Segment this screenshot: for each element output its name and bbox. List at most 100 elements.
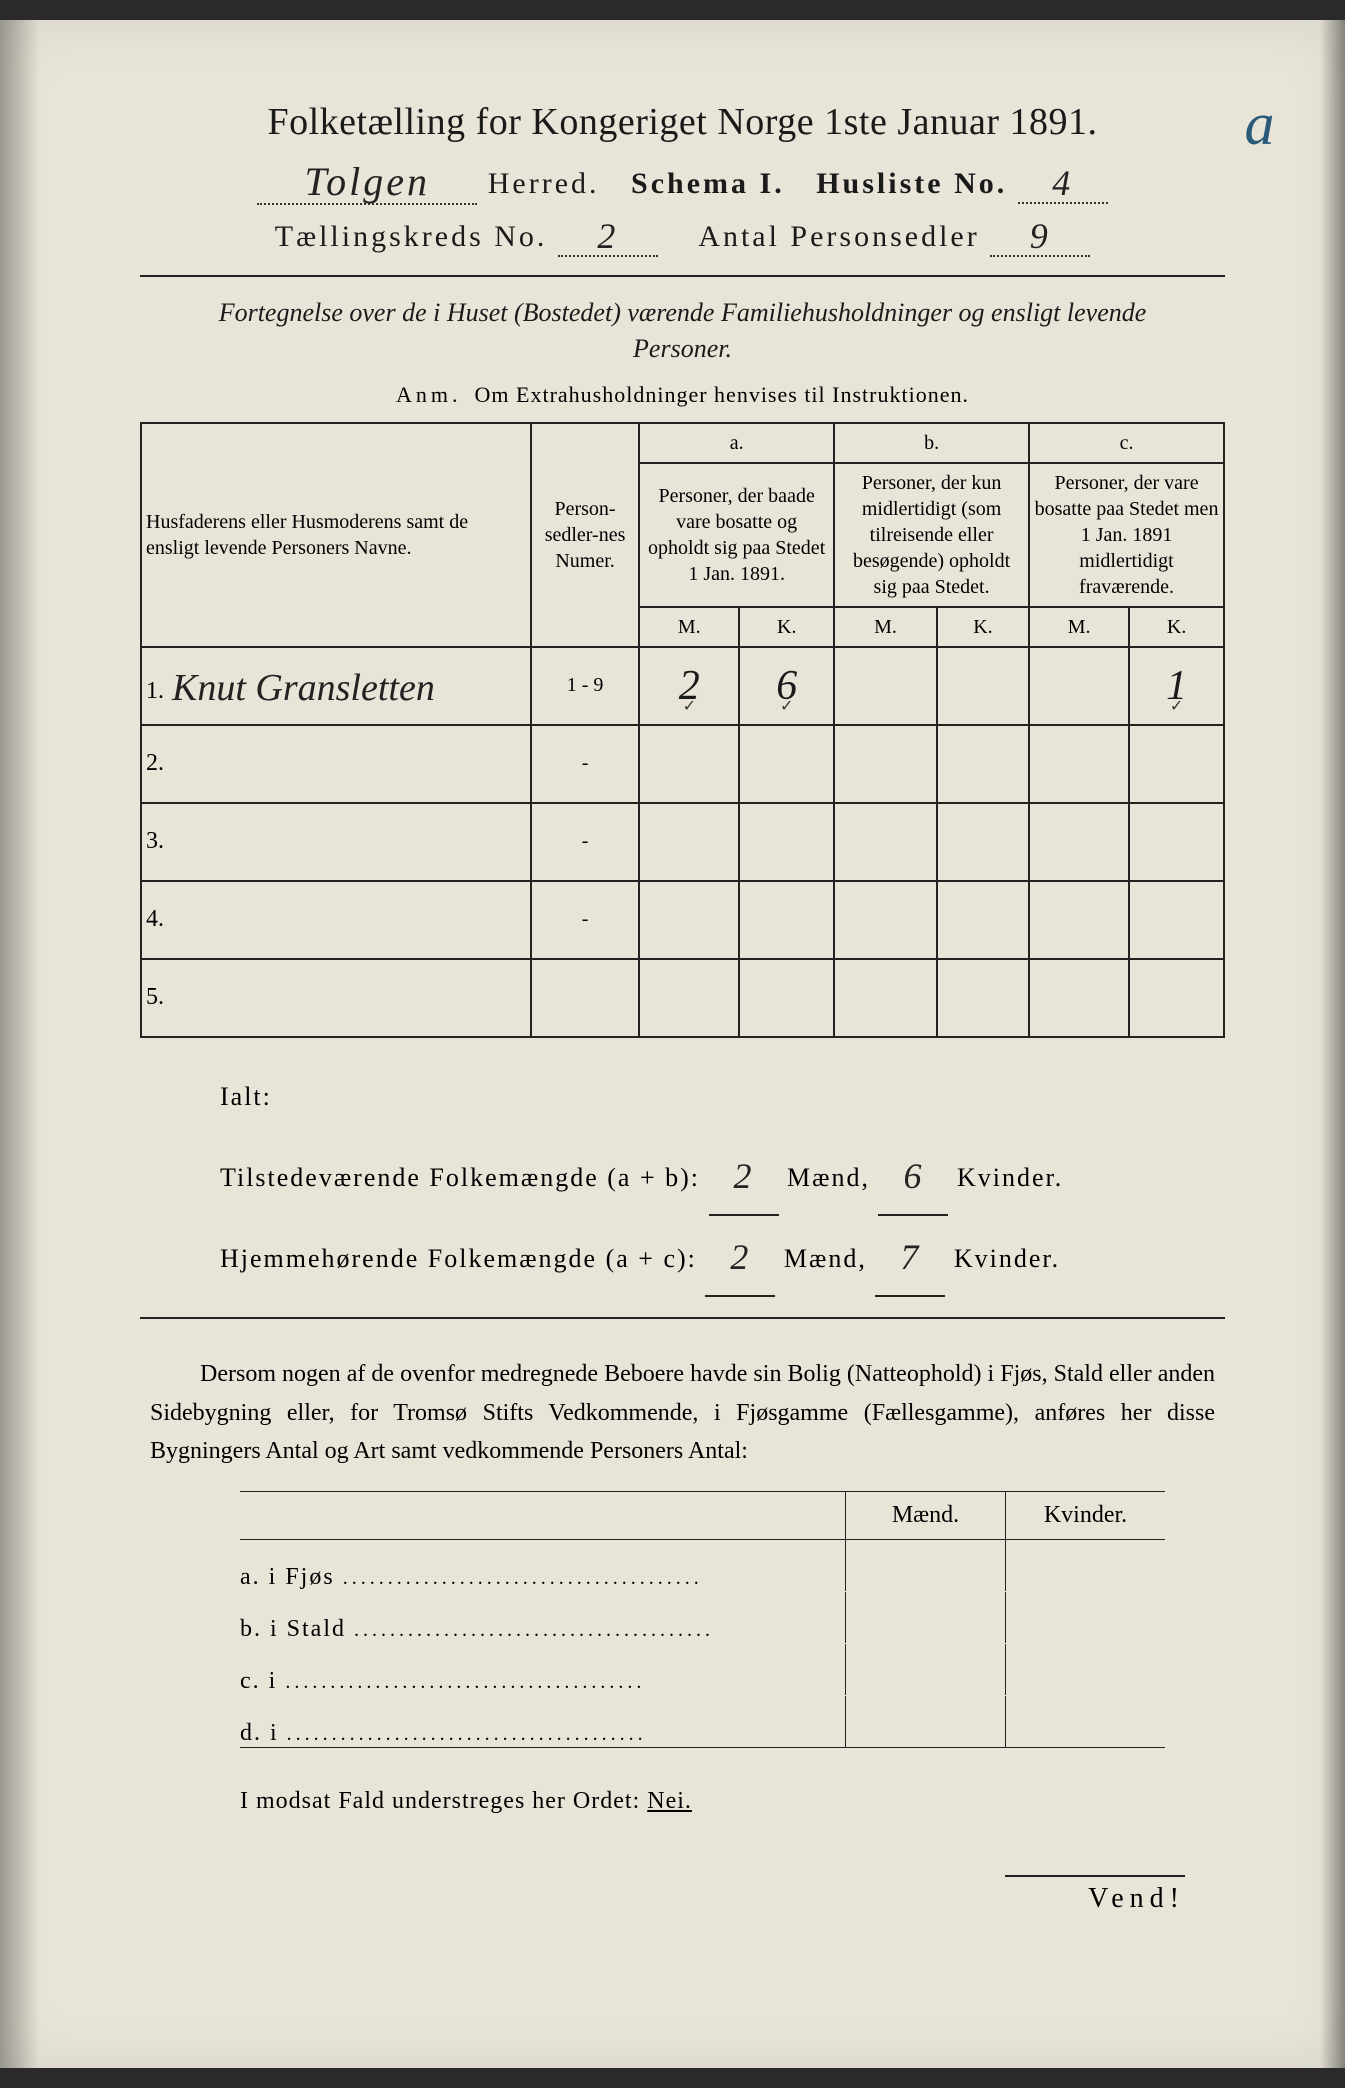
row-cell-cm bbox=[1029, 803, 1129, 881]
col-a-k: K. bbox=[739, 607, 834, 647]
col-a-text: Personer, der baade vare bosatte og opho… bbox=[639, 463, 834, 607]
subtitle: Fortegnelse over de i Huset (Bostedet) v… bbox=[180, 295, 1185, 368]
row-cell-am bbox=[639, 881, 739, 959]
nei-text: I modsat Fald understreges her Ordet: bbox=[240, 1788, 640, 1814]
col-b-m: M. bbox=[834, 607, 937, 647]
ialt-line1-m: 2 bbox=[734, 1156, 754, 1196]
row-cell-bm bbox=[834, 959, 937, 1037]
row-cell-numer: 1 - 9 bbox=[531, 647, 639, 725]
row-cell-ck bbox=[1129, 959, 1224, 1037]
col-numer-header: Person-sedler-nes Numer. bbox=[531, 423, 639, 647]
annotation-mark: a bbox=[1245, 90, 1276, 159]
antal-label: Antal Personsedler bbox=[698, 220, 979, 253]
page-title: Folketælling for Kongeriget Norge 1ste J… bbox=[140, 100, 1225, 144]
row-name-cell: 3. bbox=[141, 803, 531, 881]
row-cell-ck bbox=[1129, 803, 1224, 881]
building-row: c. i ...................................… bbox=[240, 1644, 1165, 1696]
kreds-label: Tællingskreds No. bbox=[275, 220, 548, 253]
husliste-value: 4 bbox=[1052, 163, 1073, 203]
ialt-line2-m: 2 bbox=[730, 1237, 750, 1277]
building-kvinder-cell bbox=[1005, 1696, 1165, 1747]
row-cell-numer: - bbox=[531, 803, 639, 881]
row-cell-bk bbox=[937, 803, 1029, 881]
table-row: 3.- bbox=[141, 803, 1224, 881]
divider-1 bbox=[140, 275, 1225, 277]
anm-line: Anm. Om Extrahusholdninger henvises til … bbox=[140, 382, 1225, 408]
ialt-maend-2: Mænd, bbox=[784, 1244, 867, 1273]
col-b-top: b. bbox=[834, 423, 1029, 463]
row-cell-bk bbox=[937, 647, 1029, 725]
col-c-top: c. bbox=[1029, 423, 1224, 463]
building-row-label: a. i Fjøs ..............................… bbox=[240, 1564, 845, 1591]
anm-text: Om Extrahusholdninger henvises til Instr… bbox=[475, 382, 969, 407]
row-cell-bk bbox=[937, 959, 1029, 1037]
ialt-line1-k: 6 bbox=[903, 1156, 923, 1196]
row-cell-am bbox=[639, 803, 739, 881]
row-cell-bm bbox=[834, 725, 937, 803]
row-name-cell: 4. bbox=[141, 881, 531, 959]
antal-value: 9 bbox=[1030, 216, 1051, 256]
building-maend-cell bbox=[845, 1696, 1005, 1747]
nei-word: Nei. bbox=[647, 1788, 692, 1814]
building-header: Mænd. Kvinder. bbox=[240, 1491, 1165, 1540]
title-text: Folketælling for Kongeriget Norge 1ste J… bbox=[267, 101, 1097, 143]
col-a-top: a. bbox=[639, 423, 834, 463]
row-cell-bk bbox=[937, 725, 1029, 803]
building-maend-header: Mænd. bbox=[845, 1492, 1005, 1539]
row-cell-ak bbox=[739, 959, 834, 1037]
row-cell-ck: 1✓ bbox=[1129, 647, 1224, 725]
row-cell-bk bbox=[937, 881, 1029, 959]
table-row: 4.- bbox=[141, 881, 1224, 959]
building-row-label: b. i Stald .............................… bbox=[240, 1616, 845, 1643]
herred-label: Herred. bbox=[488, 167, 600, 200]
ialt-block: Ialt: Tilstedeværende Folkemængde (a + b… bbox=[220, 1068, 1225, 1298]
row-cell-bm bbox=[834, 803, 937, 881]
row-cell-cm bbox=[1029, 725, 1129, 803]
table-row: 2.- bbox=[141, 725, 1224, 803]
husliste-label: Husliste No. bbox=[816, 167, 1007, 200]
paragraph: Dersom nogen af de ovenfor medregnede Be… bbox=[150, 1355, 1215, 1470]
building-kvinder-header: Kvinder. bbox=[1005, 1492, 1165, 1539]
schema-label: Schema I. bbox=[631, 167, 785, 200]
col-c-text: Personer, der vare bosatte paa Stedet me… bbox=[1029, 463, 1224, 607]
col-b-k: K. bbox=[937, 607, 1029, 647]
anm-label: Anm. bbox=[396, 382, 462, 407]
row-cell-am bbox=[639, 959, 739, 1037]
header-line-2: Tællingskreds No. 2 Antal Personsedler 9 bbox=[140, 213, 1225, 257]
row-cell-bm bbox=[834, 647, 937, 725]
row-cell-am bbox=[639, 725, 739, 803]
col-names-header: Husfaderens eller Husmoderens samt de en… bbox=[141, 423, 531, 647]
vend-label: Vend! bbox=[1005, 1875, 1185, 1915]
col-c-k: K. bbox=[1129, 607, 1224, 647]
row-cell-numer: - bbox=[531, 725, 639, 803]
col-a-m: M. bbox=[639, 607, 739, 647]
row-cell-cm bbox=[1029, 881, 1129, 959]
table-row: 5. bbox=[141, 959, 1224, 1037]
row-cell-numer: - bbox=[531, 881, 639, 959]
ialt-line1-label: Tilstedeværende Folkemængde (a + b): bbox=[220, 1163, 700, 1192]
building-block: Mænd. Kvinder. a. i Fjøs ...............… bbox=[240, 1491, 1165, 1748]
col-c-m: M. bbox=[1029, 607, 1129, 647]
building-row: a. i Fjøs ..............................… bbox=[240, 1540, 1165, 1592]
building-kvinder-cell bbox=[1005, 1592, 1165, 1643]
building-kvinder-cell bbox=[1005, 1644, 1165, 1695]
ialt-line2-label: Hjemmehørende Folkemængde (a + c): bbox=[220, 1244, 697, 1273]
ialt-kvinder-1: Kvinder. bbox=[957, 1163, 1063, 1192]
ialt-line-2: Hjemmehørende Folkemængde (a + c): 2 Mæn… bbox=[220, 1216, 1225, 1297]
building-kvinder-cell bbox=[1005, 1540, 1165, 1591]
row-cell-cm bbox=[1029, 959, 1129, 1037]
building-maend-cell bbox=[845, 1540, 1005, 1591]
nei-line: I modsat Fald understreges her Ordet: Ne… bbox=[240, 1788, 1225, 1815]
row-cell-ak bbox=[739, 803, 834, 881]
ialt-line-1: Tilstedeværende Folkemængde (a + b): 2 M… bbox=[220, 1135, 1225, 1216]
col-names-text: Husfaderens eller Husmoderens samt de en… bbox=[146, 511, 468, 559]
col-b-text: Personer, der kun midlertidigt (som tilr… bbox=[834, 463, 1029, 607]
row-name-cell: 5. bbox=[141, 959, 531, 1037]
building-row-label: d. i ...................................… bbox=[240, 1720, 845, 1747]
kreds-value: 2 bbox=[597, 216, 618, 256]
row-cell-ck bbox=[1129, 725, 1224, 803]
building-maend-cell bbox=[845, 1592, 1005, 1643]
building-row: b. i Stald .............................… bbox=[240, 1592, 1165, 1644]
main-table: Husfaderens eller Husmoderens samt de en… bbox=[140, 422, 1225, 1038]
ialt-kvinder-2: Kvinder. bbox=[954, 1244, 1060, 1273]
